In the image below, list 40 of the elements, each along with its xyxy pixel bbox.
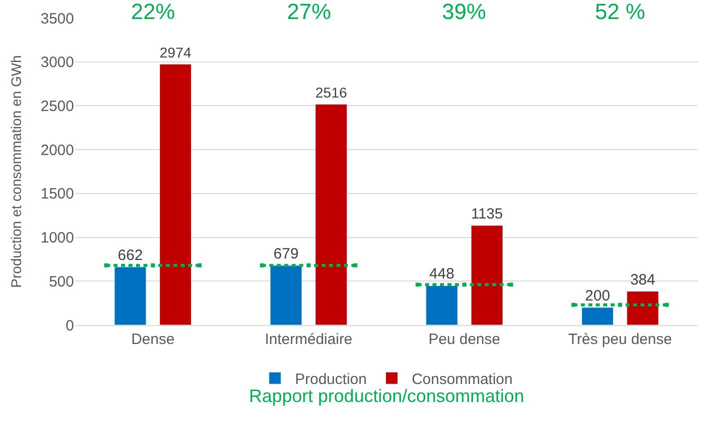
y-tick-label: 500	[48, 273, 74, 290]
data-label: 448	[429, 266, 454, 283]
y-axis-title: Production et consommation en GWh	[8, 55, 24, 288]
y-tick-label: 1000	[40, 230, 74, 247]
data-label: 2516	[315, 86, 348, 102]
data-label: 384	[630, 271, 656, 288]
y-tick-label: 1500	[40, 186, 74, 203]
annotation: 22%	[131, 0, 176, 24]
text: Rapport production/consommation	[249, 386, 524, 406]
y-tick-label: 2500	[40, 98, 74, 115]
annotation: 39%	[442, 0, 486, 24]
bar	[626, 291, 659, 325]
point	[618, 302, 622, 307]
bar	[114, 266, 146, 325]
bar	[315, 104, 348, 325]
data-label: 679	[274, 245, 299, 262]
bar	[426, 285, 458, 325]
bar	[270, 265, 302, 325]
x-tick-label: Très peu dense	[568, 331, 672, 348]
annotation: 27%	[287, 0, 332, 24]
y-tick-label: 2000	[40, 142, 74, 159]
data-label: 200	[585, 287, 610, 304]
legend-label: Consommation	[412, 370, 513, 388]
y-tick-label: 0	[66, 317, 74, 334]
y-tick-label: 3500	[40, 10, 74, 28]
bar	[159, 64, 192, 325]
x-tick-label: Dense	[131, 331, 175, 348]
point	[306, 263, 311, 268]
y-tick-label: 3000	[40, 54, 74, 72]
data-label: 2974	[160, 45, 192, 62]
point	[462, 282, 466, 287]
x-tick-label: Peu dense	[428, 331, 500, 348]
legend-label: Production	[295, 370, 367, 388]
bar	[581, 307, 614, 325]
point	[150, 263, 155, 268]
x-tick-label: Intermédiaire	[264, 331, 352, 348]
data-label: 662	[118, 246, 143, 264]
annotation: 52 %	[595, 0, 646, 24]
data-label: 1135	[471, 206, 503, 223]
bar	[470, 225, 504, 325]
